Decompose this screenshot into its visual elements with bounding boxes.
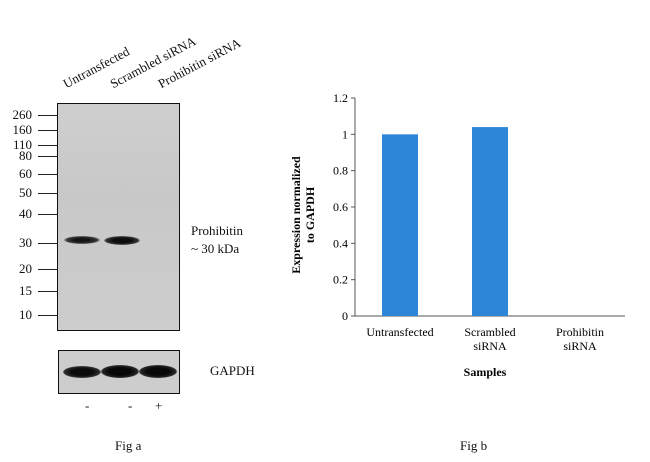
x-axis-title: Samples <box>464 365 507 379</box>
bar-untransfected <box>382 134 418 316</box>
western-blot-panel <box>57 103 180 331</box>
mw-marker-60: 60 <box>19 166 32 181</box>
band-label-prohibitin: Prohibitin <box>191 223 244 238</box>
mw-tick <box>38 214 57 215</box>
y-tick-label: 1.2 <box>333 91 348 105</box>
mw-marker-40: 40 <box>19 206 32 221</box>
mw-marker-260: 260 <box>12 107 33 122</box>
caption-fig-a: Fig a <box>115 438 142 453</box>
mw-marker-30: 30 <box>19 235 32 250</box>
transfection-sign-scrambled: - <box>128 398 133 413</box>
mw-tick <box>38 269 57 270</box>
mw-tick <box>38 174 57 175</box>
prohibitin-band-scrambled <box>104 236 140 245</box>
mw-marker-50: 50 <box>19 185 32 200</box>
gapdh-band-prohibitin <box>139 365 177 378</box>
mw-marker-80: 80 <box>19 148 32 163</box>
x-category-label: Prohibitin <box>556 325 604 339</box>
mw-marker-15: 15 <box>19 283 32 298</box>
caption-fig-b: Fig b <box>460 438 488 453</box>
mw-marker-160: 160 <box>12 122 33 137</box>
y-tick-label: 0.4 <box>333 236 348 250</box>
y-tick-label: 0.8 <box>333 164 348 178</box>
x-category-label: siRNA <box>473 339 507 353</box>
chart-bars <box>382 127 508 316</box>
loading-control-label: GAPDH <box>210 363 255 378</box>
prohibitin-band-untransfected <box>64 236 100 244</box>
y-axis-title-line1: Expression normalized <box>289 156 303 274</box>
mw-tick <box>38 115 57 116</box>
transfection-sign-untransfected: - <box>85 398 90 413</box>
y-tick-label: 1 <box>342 127 348 141</box>
x-category-label: Scrambled <box>464 325 515 339</box>
x-category-label: siRNA <box>563 339 597 353</box>
mw-tick <box>38 315 57 316</box>
band-label-size: ~ 30 kDa <box>191 241 240 256</box>
gapdh-band-scrambled <box>101 365 139 378</box>
y-tick-labels: 0 0.2 0.4 0.6 0.8 1 1.2 <box>333 91 348 323</box>
mw-tick <box>38 130 57 131</box>
mw-tick <box>38 145 57 146</box>
gapdh-band-untransfected <box>63 366 101 378</box>
mw-marker-10: 10 <box>19 307 32 322</box>
mw-marker-110: 110 <box>12 137 32 152</box>
x-category-labels: Untransfected ScrambledsiRNAProhibitinsiR… <box>366 325 604 353</box>
mw-tick <box>38 291 57 292</box>
x-category-label: Untransfected <box>366 325 433 339</box>
mw-tick <box>38 156 57 157</box>
mw-tick <box>38 193 57 194</box>
y-axis-title-line2: to GAPDH <box>303 186 317 243</box>
bar-chart: Expression normalized to GAPDH 0 0.2 0.4 0.… <box>289 91 625 379</box>
y-tick-label: 0.2 <box>333 273 348 287</box>
bar-scrambled-sirna <box>472 127 508 316</box>
y-axis-title: Expression normalized to GAPDH <box>289 156 317 274</box>
lane-label-prohibitin-sirna: Prohibitin siRNA <box>155 34 244 92</box>
gapdh-blot-panel <box>58 350 180 394</box>
y-tick-label: 0 <box>342 309 348 323</box>
mw-tick <box>38 243 57 244</box>
transfection-sign-prohibitin: + <box>155 398 163 413</box>
mw-marker-20: 20 <box>19 261 32 276</box>
y-tick-label: 0.6 <box>333 200 348 214</box>
